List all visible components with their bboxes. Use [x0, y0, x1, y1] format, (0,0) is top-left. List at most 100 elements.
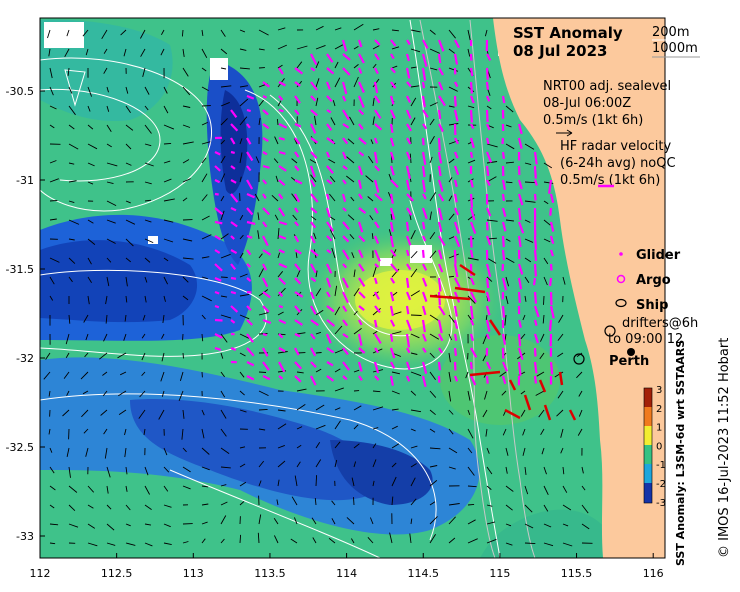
- hf-radar-vector: [485, 319, 491, 332]
- sealevel-vector: [467, 29, 471, 41]
- drifter-track: [469, 370, 501, 377]
- sealevel-vector: [334, 407, 341, 411]
- sealevel-vector: [239, 371, 245, 378]
- sealevel-vector: [48, 428, 51, 435]
- hf-radar-vector: [421, 221, 426, 230]
- sealevel-vector: [106, 162, 118, 167]
- hf-radar-vector: [246, 151, 254, 162]
- sealevel-vector: [277, 64, 283, 69]
- sealevel-vector: [239, 234, 244, 240]
- sealevel-vector: [467, 428, 474, 439]
- hf-radar-vector: [485, 221, 489, 231]
- sealevel-vector: [258, 268, 264, 278]
- sealevel-vector: [429, 371, 436, 381]
- sealevel-vector: [410, 229, 416, 240]
- sealevel-vector: [104, 447, 108, 459]
- sealevel-vector: [103, 333, 108, 342]
- hf-radar-vector: [246, 108, 252, 113]
- x-tick-label: 114: [336, 567, 357, 580]
- hf-radar-vector: [389, 333, 394, 342]
- hf-radar-vector: [438, 95, 446, 107]
- hf-radar-vector: [501, 207, 507, 217]
- sealevel-vector: [372, 459, 377, 468]
- hf-radar-vector: [374, 221, 380, 229]
- sealevel-vector: [87, 295, 90, 305]
- hf-radar-vector: [549, 221, 555, 232]
- sealevel-vector: [429, 102, 438, 107]
- sealevel-vector: [554, 371, 564, 378]
- sealevel-vector: [254, 193, 260, 202]
- hf-radar-vector: [390, 249, 397, 257]
- hf-radar-vector: [469, 67, 474, 77]
- sealevel-vector: [429, 232, 436, 240]
- hf-radar-vector: [421, 137, 425, 146]
- sealevel-vector: [163, 447, 168, 456]
- sealevel-vector: [220, 85, 232, 88]
- sealevel-vector: [524, 143, 535, 150]
- sealevel-vector: [486, 485, 492, 490]
- sealevel-vector: [220, 195, 225, 202]
- sealevel-vector: [118, 390, 127, 397]
- hf-radar-vector: [405, 277, 410, 288]
- hf-radar-vector: [246, 249, 252, 256]
- hf-radar-vector: [373, 81, 379, 94]
- y-tick-label: -33: [16, 530, 34, 543]
- hf-radar-vector: [549, 193, 555, 204]
- hf-radar-vector: [373, 151, 379, 164]
- hf-radar-vector: [453, 235, 461, 248]
- hf-radar-vector: [325, 333, 332, 344]
- sealevel-vector: [201, 276, 208, 280]
- drifters-note-line-2: to 09:00 12: [608, 332, 683, 347]
- hf-radar-vector: [389, 375, 394, 386]
- sealevel-vector: [350, 196, 355, 202]
- hf-radar-vector: [453, 53, 459, 65]
- sealevel-vector: [220, 333, 228, 343]
- sealevel-vector: [87, 485, 95, 493]
- sealevel-vector: [448, 105, 455, 108]
- sealevel-vector: [125, 124, 134, 131]
- hf-radar-vector: [294, 361, 303, 370]
- sealevel-vector: [163, 257, 169, 262]
- sealevel-vector: [239, 138, 243, 145]
- hf-radar-vector: [310, 95, 317, 102]
- sealevel-vector: [310, 174, 317, 183]
- sealevel-vector: [524, 466, 527, 475]
- sealevel-vector: [163, 86, 168, 94]
- hf-radar-vector: [405, 179, 411, 191]
- hf-radar-vector: [485, 109, 489, 123]
- hf-radar-vector: [294, 333, 301, 338]
- hf-radar-vector: [278, 375, 284, 380]
- sealevel-vector: [334, 44, 344, 50]
- hf-radar-vector: [310, 67, 316, 72]
- sealevel-vector: [410, 85, 420, 88]
- sealevel-vector: [239, 390, 245, 396]
- hf-radar-vector: [246, 347, 255, 357]
- hf-radar-vector: [326, 67, 335, 75]
- hf-radar-vector: [389, 109, 396, 119]
- sealevel-vector: [67, 67, 70, 76]
- hf-radar-vector: [278, 165, 287, 172]
- hf-radar-vector: [373, 179, 380, 193]
- sealevel-vector: [68, 238, 75, 241]
- hf-radar-vector: [453, 347, 458, 356]
- sealevel-vector: [505, 447, 509, 456]
- sealevel-vector: [542, 314, 545, 324]
- hf-radar-vector: [246, 123, 251, 129]
- sealevel-vector: [315, 331, 322, 335]
- sealevel-vector: [429, 135, 435, 145]
- sealevel-vector: [329, 193, 336, 202]
- sealevel-vector: [124, 447, 127, 458]
- sealevel-vector: [182, 159, 190, 164]
- sealevel-vector: [62, 409, 70, 417]
- hf-radar-vector: [214, 179, 221, 184]
- sealevel-vector: [277, 460, 286, 468]
- hf-radar-vector: [437, 263, 444, 273]
- sealevel-vector: [100, 409, 108, 416]
- sealevel-vector: [558, 314, 564, 323]
- hf-radar-vector: [390, 39, 397, 47]
- hf-radar-vector: [325, 277, 332, 288]
- sealevel-vector: [543, 276, 548, 286]
- hf-radar-vector: [437, 179, 444, 192]
- drifter-track: [459, 263, 476, 277]
- hf-radar-vector: [453, 109, 459, 122]
